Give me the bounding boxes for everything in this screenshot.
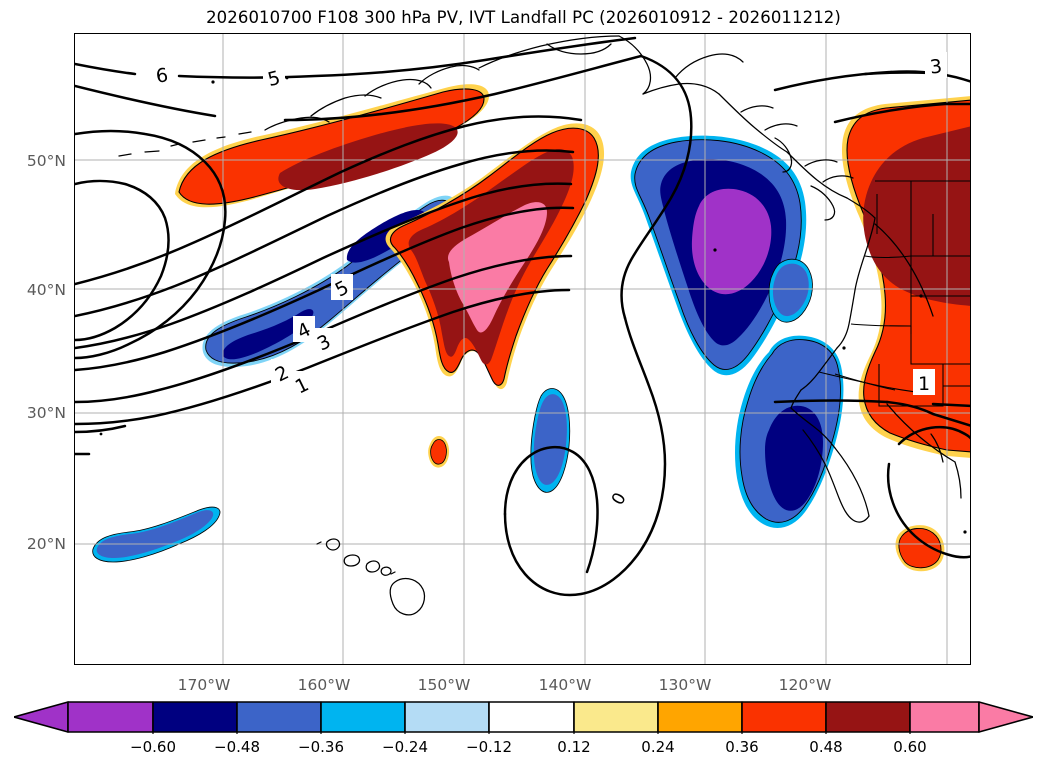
pv-contours <box>75 36 970 597</box>
xtick-label-150w: 150°W <box>417 676 471 694</box>
contour-label-1-right: 1 <box>913 369 935 395</box>
contour-labels: 6 5 5 4 <box>151 52 947 510</box>
ytick-label-50n: 50°N <box>26 152 66 170</box>
colorbar-bands <box>14 701 1033 733</box>
colorbar-band-9 <box>825 701 911 733</box>
colorbar-tick-3: −0.24 <box>382 738 428 756</box>
contour-label-1-mid: 1 <box>291 371 313 399</box>
colorbar-band-5 <box>488 701 575 733</box>
shaded-region-aleutian-warm <box>175 84 489 208</box>
xtick-label-120w: 120°W <box>778 676 832 694</box>
colorbar-tick-4: −0.12 <box>466 738 512 756</box>
colorbar-ticks <box>152 732 911 734</box>
colorbar-band-3 <box>320 701 406 733</box>
shaded-region-baja-cool <box>735 258 844 528</box>
colorbar-band-0 <box>67 701 154 733</box>
colorbar-tick-6: 0.24 <box>641 738 675 756</box>
ytick-label-40n: 40°N <box>26 281 66 299</box>
colorbar-band-6 <box>573 701 659 733</box>
ytick-label-30n: 30°N <box>26 404 66 422</box>
contour-label-5-upper: 5 <box>263 64 285 91</box>
colorbar-band-10 <box>909 701 980 733</box>
svg-text:5: 5 <box>265 67 282 91</box>
shaded-region-central-pacific-warm <box>385 123 605 390</box>
contour-label-3-right: 3 <box>925 52 947 79</box>
xtick-label-140w: 140°W <box>538 676 592 694</box>
xtick-label-160w: 160°W <box>297 676 351 694</box>
contour-label-6: 6 <box>151 62 173 88</box>
ytick-label-20n: 20°N <box>26 535 66 553</box>
svg-text:3: 3 <box>929 55 943 78</box>
contour-label-4: 4 <box>293 316 315 344</box>
shaded-region-southwest-cool <box>92 506 221 563</box>
colorbar-tick-1: −0.48 <box>214 738 260 756</box>
xtick-label-170w: 170°W <box>177 676 231 694</box>
colorbar-band-4 <box>404 701 490 733</box>
shaded-region-vancouver-cool <box>630 135 807 376</box>
contour-label-5-mid: 5 <box>331 274 353 302</box>
svg-text:1: 1 <box>918 373 930 395</box>
colorbar-tick-8: 0.48 <box>809 738 843 756</box>
colorbar-extend-low <box>14 701 69 733</box>
colorbar-tick-0: −0.60 <box>130 738 176 756</box>
map-frame: 6 5 5 4 <box>74 33 971 665</box>
colorbar[interactable] <box>14 700 1033 734</box>
colorbar-band-2 <box>236 701 322 733</box>
colorbar-extend-high <box>978 701 1033 733</box>
contour-label-0-eddy: 0 <box>606 486 629 510</box>
colorbar-tick-5: 0.12 <box>557 738 591 756</box>
colorbar-canvas <box>14 701 1033 734</box>
xtick-label-130w: 130°W <box>658 676 712 694</box>
shaded-region-small-warm-midpacific <box>428 436 450 468</box>
colorbar-tick-7: 0.36 <box>725 738 759 756</box>
shaded-region-pnw-inland-warm <box>841 96 970 458</box>
colorbar-tick-9: 0.60 <box>893 738 927 756</box>
shaded-region-subtropical-cool <box>530 388 571 493</box>
colorbar-band-8 <box>741 701 827 733</box>
colorbar-tick-labels: −0.60 −0.48 −0.36 −0.24 −0.12 0.12 0.24 … <box>0 738 1047 760</box>
contour-label-2: 2 <box>271 359 293 387</box>
colorbar-tick-2: −0.36 <box>298 738 344 756</box>
map-panel[interactable]: 6 5 5 4 <box>74 33 971 665</box>
shaded-region-small-warm-southeast <box>895 525 945 572</box>
colorbar-band-7 <box>657 701 743 733</box>
svg-text:6: 6 <box>154 64 169 87</box>
figure-title: 2026010700 F108 300 hPa PV, IVT Landfall… <box>206 8 841 27</box>
map-canvas: 6 5 5 4 <box>75 34 970 664</box>
colorbar-band-1 <box>152 701 238 733</box>
contour-label-3-mid: 3 <box>313 328 335 356</box>
